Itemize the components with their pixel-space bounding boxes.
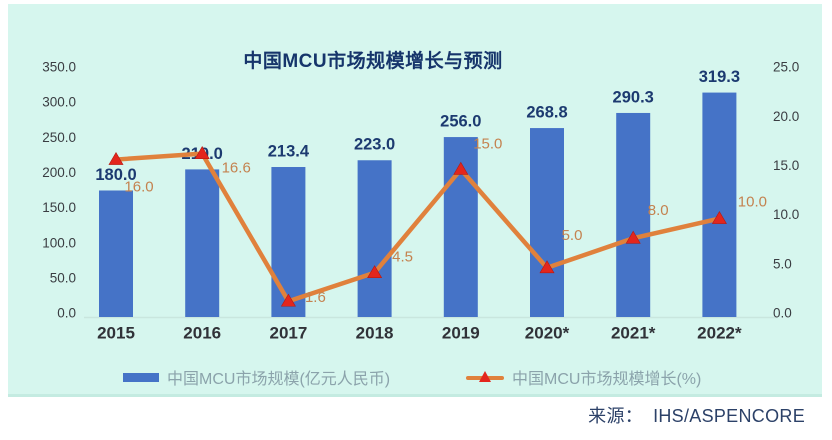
bar-2021* <box>616 112 651 317</box>
bar-2017 <box>271 167 306 317</box>
legend-triangle-marker-icon <box>479 371 491 382</box>
chart-panel: 中国MCU市场规模增长与预测 中国MCU市场规模(亿元人民币) 中国MCU市场规… <box>8 4 822 397</box>
x-tick-label: 2020* <box>525 323 570 342</box>
source-value: IHS/ASPENCORE <box>653 406 805 426</box>
x-tick-label: 2022* <box>697 323 742 342</box>
line-marker-2015 <box>108 151 124 165</box>
growth-value-label: 4.5 <box>392 249 413 266</box>
bar-2016 <box>185 169 220 317</box>
line-marker-2018 <box>367 265 383 279</box>
y-tick-label-right: 20.0 <box>773 109 799 124</box>
growth-value-label: 1.6 <box>305 289 326 306</box>
y-tick-label-left: 50.0 <box>50 270 76 285</box>
growth-value-label: 5.0 <box>562 227 583 244</box>
growth-value-label: 16.6 <box>222 160 251 177</box>
y-tick-label-right: 15.0 <box>773 158 799 173</box>
line-marker-2022* <box>711 211 727 224</box>
bar-series-swatch-icon <box>123 372 159 382</box>
x-tick-label: 2016 <box>183 323 221 342</box>
y-tick-label-right: 25.0 <box>773 60 799 75</box>
bar-2015 <box>99 190 133 317</box>
line-marker-2019 <box>453 161 469 175</box>
y-tick-label-left: 150.0 <box>42 200 76 215</box>
x-tick-label: 2018 <box>356 323 394 342</box>
x-tick-label: 2015 <box>97 323 135 342</box>
bar-value-label: 223.0 <box>354 136 395 154</box>
y-tick-label-left: 0.0 <box>57 306 76 321</box>
x-tick-label: 2019 <box>442 323 480 342</box>
bar-2018 <box>357 160 392 317</box>
legend-item-market-size: 中国MCU市场规模(亿元人民币) <box>123 366 390 388</box>
bar-value-label: 180.0 <box>95 166 136 184</box>
bar-value-label: 319.3 <box>699 68 740 86</box>
line-marker-2017 <box>280 293 296 307</box>
line-marker-2021* <box>625 230 641 244</box>
x-tick-label: 2021* <box>611 323 656 342</box>
bar-value-label: 256.0 <box>440 112 481 130</box>
growth-value-label: 8.0 <box>648 202 669 219</box>
bar-2020* <box>530 128 564 317</box>
legend-label-growth: 中国MCU市场规模增长(%) <box>512 371 702 388</box>
line-series-swatch-icon <box>466 371 504 383</box>
line-marker-2020* <box>539 260 555 274</box>
y-tick-label-left: 350.0 <box>42 60 76 75</box>
legend-item-growth: 中国MCU市场规模增长(%) <box>466 366 701 388</box>
bar-value-label: 290.3 <box>613 88 654 106</box>
bar-2022* <box>702 92 737 317</box>
chart-title: 中国MCU市场规模增长与预测 <box>243 51 503 72</box>
source-label: 来源： <box>588 406 644 426</box>
y-tick-label-right: 0.0 <box>773 306 792 321</box>
growth-value-label: 10.0 <box>738 194 767 211</box>
legend: 中国MCU市场规模(亿元人民币) 中国MCU市场规模增长(%) <box>8 366 822 390</box>
y-tick-label-left: 300.0 <box>42 95 76 110</box>
x-tick-label: 2017 <box>269 323 307 342</box>
source-caption: 来源： IHS/ASPENCORE <box>588 402 805 428</box>
growth-line <box>113 151 722 304</box>
y-tick-label-right: 10.0 <box>773 207 799 222</box>
bar-value-label: 213.4 <box>268 142 310 160</box>
y-tick-label-left: 100.0 <box>42 235 76 250</box>
line-marker-2016 <box>194 146 210 159</box>
growth-value-label: 16.0 <box>124 179 153 196</box>
growth-value-label: 15.0 <box>473 135 502 152</box>
bar-value-label: 268.8 <box>526 103 567 121</box>
y-tick-label-right: 5.0 <box>773 256 792 271</box>
y-tick-label-left: 200.0 <box>42 165 76 180</box>
y-tick-label-left: 250.0 <box>42 130 76 145</box>
legend-label-market-size: 中国MCU市场规模(亿元人民币) <box>167 371 391 388</box>
